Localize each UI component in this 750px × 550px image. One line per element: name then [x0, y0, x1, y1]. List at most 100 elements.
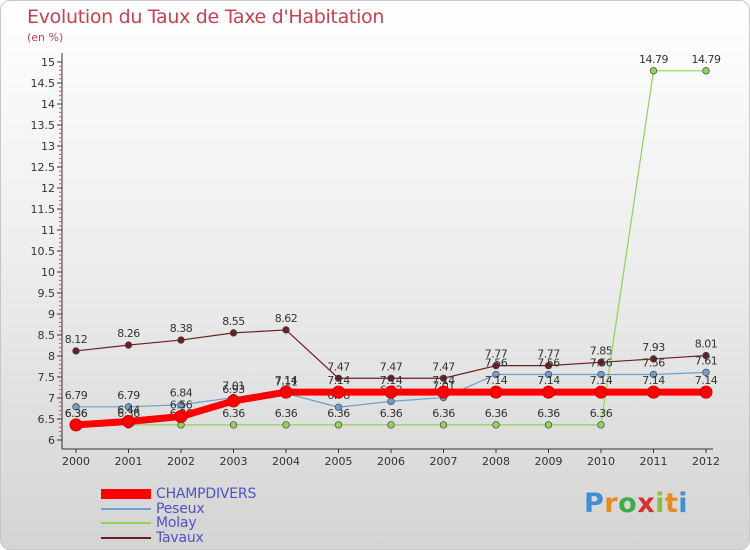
data-point-peseux — [597, 370, 605, 379]
proxiti-logo: Proxiti — [584, 488, 688, 519]
x-tick-label: 2008 — [482, 455, 510, 468]
data-point-peseux — [334, 403, 343, 411]
y-tick-label: 9 — [48, 308, 55, 321]
logo-letter: r — [604, 488, 619, 519]
y-tick-label: 9.5 — [38, 287, 56, 300]
y-tick-label: 6.5 — [38, 413, 56, 426]
y-tick-label: 14.5 — [31, 77, 56, 90]
data-label-tavaux: 7.85 — [590, 344, 613, 357]
data-point-champdivers — [437, 385, 450, 399]
data-label-molay: 6.36 — [485, 407, 508, 420]
data-point-molay — [282, 421, 290, 429]
data-point-tavaux — [177, 336, 185, 344]
data-label-champdivers: 7.14 — [695, 374, 718, 387]
data-point-champdivers — [384, 385, 398, 399]
y-tick-label: 7.5 — [38, 371, 56, 384]
data-label-tavaux: 8.38 — [170, 322, 193, 335]
data-point-champdivers — [594, 385, 608, 399]
data-label-tavaux: 7.47 — [327, 360, 350, 373]
data-point-tavaux — [229, 329, 238, 337]
y-tick-label: 13.5 — [31, 119, 56, 132]
x-tick-label: 2001 — [115, 455, 143, 468]
data-label-champdivers: 7.14 — [327, 374, 350, 387]
legend-swatch-champdivers — [101, 489, 151, 499]
data-point-champdivers — [279, 385, 293, 399]
logo-letter: x — [637, 488, 656, 519]
legend-swatch-peseux — [101, 507, 151, 510]
y-tick-label: 12.5 — [31, 161, 56, 174]
data-label-molay: 6.36 — [537, 407, 560, 420]
legend-swatch-molay — [101, 522, 151, 524]
data-label-peseux: 6.84 — [170, 387, 193, 400]
data-label-molay: 6.36 — [275, 407, 298, 420]
logo-letter: i — [678, 488, 689, 519]
data-label-peseux: 7.11 — [275, 375, 298, 388]
data-point-tavaux — [649, 355, 658, 363]
data-label-molay: 6.36 — [432, 407, 455, 420]
legend-label-champdivers: CHAMPDIVERS — [156, 486, 257, 502]
data-point-tavaux — [387, 374, 395, 382]
data-label-tavaux: 7.93 — [642, 341, 665, 354]
y-unit-label: (en %) — [27, 31, 64, 44]
data-point-peseux — [544, 370, 553, 379]
data-point-tavaux — [334, 374, 343, 382]
x-tick-label: 2009 — [535, 455, 563, 468]
data-point-peseux — [492, 370, 500, 379]
data-label-champdivers: 7.14 — [485, 374, 508, 387]
y-tick-label: 10.5 — [31, 245, 56, 258]
data-label-peseux: 6.79 — [65, 389, 88, 402]
data-point-champdivers — [122, 415, 135, 429]
y-tick-label: 6 — [48, 434, 55, 447]
data-point-champdivers — [542, 385, 555, 399]
data-point-champdivers — [332, 385, 345, 399]
data-label-peseux: 7.56 — [642, 356, 665, 369]
data-point-champdivers — [227, 394, 240, 408]
data-label-molay: 6.36 — [327, 407, 350, 420]
data-point-peseux — [387, 397, 395, 406]
x-tick-label: 2003 — [220, 455, 248, 468]
data-point-tavaux — [72, 347, 80, 355]
data-point-molay — [597, 421, 605, 429]
data-label-molay: 6.36 — [117, 407, 140, 420]
data-label-champdivers: 7.14 — [642, 374, 665, 387]
data-point-molay — [387, 421, 395, 429]
data-label-tavaux: 8.01 — [695, 338, 718, 351]
logo-letter: t — [664, 488, 679, 519]
x-tick-label: 2004 — [272, 455, 300, 468]
data-label-tavaux: 8.26 — [117, 327, 140, 340]
legend-label-tavaux: Tavaux — [156, 529, 204, 546]
legend-label-molay: Molay — [156, 515, 197, 531]
data-point-champdivers — [647, 385, 660, 399]
data-label-champdivers: 7.14 — [275, 374, 298, 387]
y-tick-label: 15 — [41, 56, 55, 69]
data-label-tavaux: 8.55 — [222, 315, 245, 328]
data-point-peseux — [702, 368, 710, 377]
data-point-molay — [544, 421, 553, 429]
y-tick-label: 12 — [41, 182, 55, 195]
data-point-tavaux — [702, 351, 710, 360]
data-point-tavaux — [282, 326, 290, 334]
chart-title: Evolution du Taux de Taxe d'Habitation — [27, 6, 385, 28]
data-point-molay — [492, 421, 500, 429]
logo-letter: P — [584, 488, 605, 519]
y-tick-label: 8.5 — [38, 329, 56, 342]
logo-letter: o — [618, 488, 638, 519]
data-point-peseux — [649, 370, 658, 379]
data-point-champdivers — [489, 385, 503, 399]
data-label-champdivers: 6.93 — [222, 383, 245, 396]
data-label-molay: 6.36 — [380, 407, 403, 420]
data-label-champdivers: 7.14 — [590, 374, 613, 387]
data-label-peseux: 7.56 — [485, 356, 508, 369]
data-label-molay: 6.36 — [590, 407, 613, 420]
data-point-molay — [439, 421, 448, 429]
x-tick-label: 2005 — [325, 455, 353, 468]
data-label-molay: 6.36 — [65, 407, 88, 420]
data-point-tavaux — [439, 374, 448, 382]
data-point-champdivers — [69, 418, 83, 432]
data-point-tavaux — [544, 362, 553, 370]
data-point-peseux — [72, 403, 80, 411]
x-tick-label: 2012 — [692, 455, 720, 468]
y-tick-label: 7 — [48, 392, 55, 405]
data-label-molay: 6.36 — [222, 407, 245, 420]
data-label-molay: 14.79 — [692, 53, 721, 66]
